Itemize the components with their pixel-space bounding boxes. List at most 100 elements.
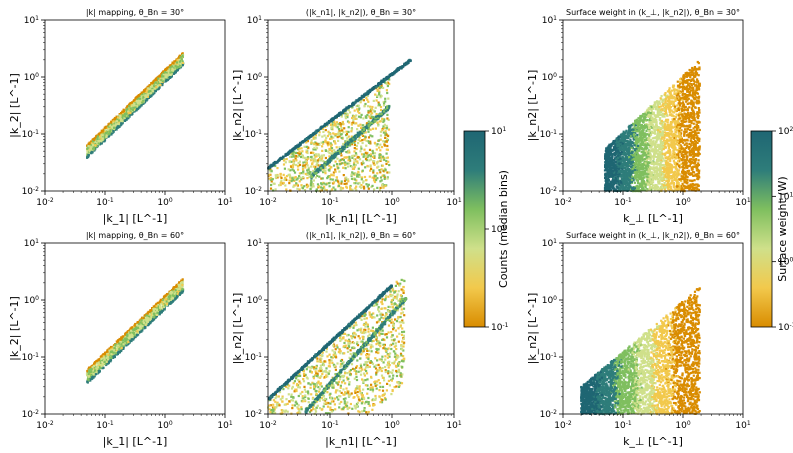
- density-point: [328, 185, 331, 188]
- density-point: [373, 188, 376, 191]
- x-tick-label: 101: [446, 197, 461, 209]
- density-point: [376, 121, 379, 124]
- density-point: [647, 136, 650, 139]
- density-point: [128, 105, 131, 108]
- density-point: [373, 180, 377, 184]
- density-point: [357, 170, 360, 173]
- density-point: [325, 183, 328, 186]
- y-tick-label: 101: [24, 15, 39, 27]
- density-point: [333, 133, 336, 136]
- density-point: [388, 78, 391, 81]
- x-tick-label: 10-2: [36, 197, 54, 209]
- density-point: [364, 157, 368, 161]
- density-point: [300, 178, 303, 181]
- density-point: [322, 142, 325, 145]
- density-point: [369, 142, 372, 145]
- density-point: [603, 186, 607, 190]
- density-point: [655, 152, 658, 155]
- density-point: [351, 171, 354, 174]
- density-point: [129, 111, 132, 114]
- density-point: [278, 184, 281, 187]
- density-point: [382, 113, 385, 116]
- density-point: [309, 182, 313, 185]
- density-point: [383, 118, 386, 121]
- density-point: [380, 119, 384, 122]
- density-point: [694, 119, 697, 122]
- density-point: [378, 189, 382, 192]
- density-point: [310, 177, 313, 180]
- density-point: [300, 184, 303, 187]
- density-point: [385, 152, 388, 155]
- density-point: [125, 117, 128, 120]
- density-point: [164, 68, 167, 71]
- density-point: [364, 166, 367, 169]
- density-point: [369, 158, 372, 161]
- density-point: [379, 143, 382, 146]
- density-point: [312, 137, 315, 140]
- density-point: [385, 124, 388, 127]
- density-point: [349, 111, 352, 114]
- density-point: [662, 176, 665, 179]
- density-point: [164, 75, 167, 79]
- density-point: [361, 176, 364, 179]
- density-point: [103, 135, 106, 138]
- y-axis-label: |k_2| [L^-1]: [8, 73, 21, 138]
- density-point: [92, 146, 95, 149]
- density-point: [126, 105, 129, 108]
- density-point: [351, 121, 354, 125]
- density-point: [335, 133, 338, 136]
- density-point: [163, 71, 167, 74]
- density-point: [340, 129, 344, 132]
- density-point: [320, 157, 323, 160]
- density-point: [367, 130, 370, 133]
- density-point: [385, 126, 389, 129]
- density-point: [357, 98, 360, 101]
- density-point: [384, 168, 387, 171]
- density-point: [361, 139, 364, 142]
- density-point: [658, 180, 661, 183]
- density-point: [347, 159, 350, 162]
- density-point: [656, 143, 659, 146]
- density-point: [369, 117, 372, 120]
- density-point: [332, 174, 335, 177]
- density-point: [289, 155, 292, 158]
- density-point: [115, 122, 118, 125]
- density-point: [373, 110, 376, 113]
- density-point: [365, 93, 368, 96]
- density-point: [379, 159, 382, 162]
- density-point: [377, 165, 380, 168]
- density-point: [323, 124, 326, 127]
- density-point: [268, 166, 271, 169]
- density-point: [386, 105, 389, 108]
- density-point: [149, 92, 152, 95]
- density-point: [349, 165, 352, 168]
- density-point: [680, 179, 683, 183]
- density-point: [321, 187, 324, 190]
- density-point: [172, 62, 175, 65]
- density-point: [698, 111, 701, 114]
- density-point: [376, 143, 379, 146]
- density-point: [662, 102, 665, 105]
- density-point: [346, 178, 349, 181]
- y-tick-label: 10-2: [245, 186, 263, 198]
- density-point: [690, 184, 693, 187]
- density-point: [100, 140, 103, 143]
- density-point: [349, 142, 352, 145]
- density-point: [688, 106, 691, 109]
- density-point: [355, 122, 358, 125]
- density-point: [279, 181, 283, 184]
- density-point: [382, 86, 385, 89]
- density-point: [697, 163, 700, 167]
- density-point: [381, 129, 384, 132]
- density-point: [355, 185, 358, 188]
- density-point: [387, 97, 390, 100]
- density-point: [386, 106, 389, 110]
- density-point: [675, 88, 678, 91]
- density-point: [379, 81, 382, 84]
- density-point: [635, 135, 638, 138]
- density-point: [368, 159, 371, 162]
- density-point: [384, 132, 387, 135]
- density-point: [378, 113, 381, 116]
- density-point: [380, 95, 383, 98]
- density-point: [137, 99, 140, 102]
